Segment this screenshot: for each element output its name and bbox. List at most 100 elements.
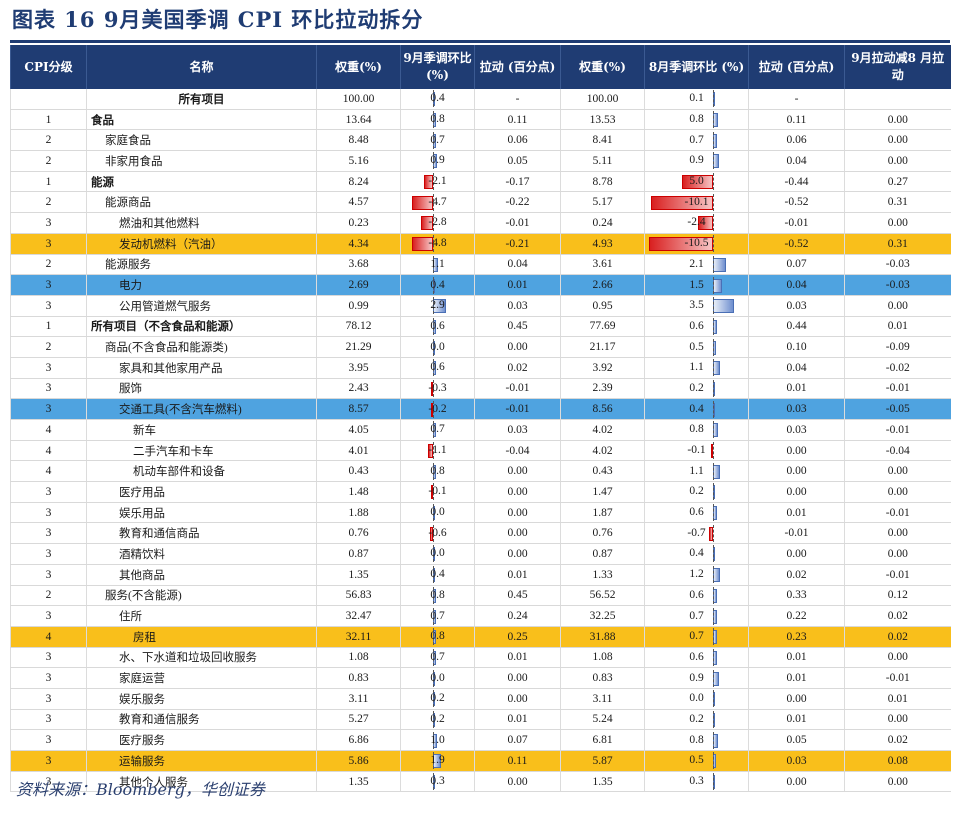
item-name: 医疗用品 <box>86 481 317 503</box>
table-row: 3 发动机燃料（汽油） 4.34 -4.8 -0.21 4.93 -10.5 -0.52 0.3… <box>10 233 951 255</box>
cpi-level: 3 <box>10 750 87 772</box>
mom-bar-cell: -2.4 <box>644 212 749 234</box>
weight-sep: 8.48 <box>316 129 401 152</box>
pull-sep: 0.24 <box>474 605 561 627</box>
mom-bar-cell: 0.7 <box>400 419 475 441</box>
mom-bar-cell: 0.2 <box>644 481 749 503</box>
mom-bar-cell: 0.2 <box>644 709 749 731</box>
pull-sep: 0.00 <box>474 771 561 793</box>
mom-value: 2.9 <box>430 299 445 312</box>
mom-value: 0.4 <box>430 568 445 581</box>
mom-value: 0.9 <box>689 154 704 167</box>
weight-sep: 6.86 <box>316 729 401 751</box>
mom-value: 0.8 <box>689 423 704 436</box>
cpi-level: 3 <box>10 771 87 793</box>
weight-sep: 1.88 <box>316 502 401 524</box>
mom-bar-cell: -0.6 <box>400 522 475 545</box>
zero-line <box>713 255 714 273</box>
table-row: 3 娱乐用品 1.88 0.0 0.00 1.87 0.6 0.01 -0.01 <box>10 502 951 524</box>
cpi-level: 3 <box>10 709 87 731</box>
zero-line <box>713 462 714 480</box>
pull-sep: 0.00 <box>474 502 561 524</box>
mom-value: 0.8 <box>430 630 445 643</box>
weight-aug: 8.41 <box>560 129 645 152</box>
table-row: 3 水、下水道和垃圾回收服务 1.08 0.7 0.01 1.08 0.6 0.01 0.00 <box>10 647 951 669</box>
pull-aug: -0.01 <box>748 522 845 545</box>
weight-sep: 4.57 <box>316 191 401 214</box>
zero-line <box>433 131 434 149</box>
pull-aug: 0.03 <box>748 295 845 317</box>
mom-bar-cell: 0.0 <box>400 502 475 524</box>
pull-aug: - <box>748 89 845 110</box>
weight-aug: 3.92 <box>560 357 645 379</box>
mom-value: 0.3 <box>689 775 704 788</box>
weight-aug: 21.17 <box>560 336 645 358</box>
pull-diff: 0.00 <box>844 212 951 234</box>
pull-diff: 0.00 <box>844 460 951 483</box>
mom-bar-cell: 0.8 <box>400 626 475 648</box>
zero-line <box>713 193 714 211</box>
zero-line <box>433 483 434 501</box>
weight-aug: 100.00 <box>560 89 645 110</box>
pull-aug: 0.04 <box>748 150 845 172</box>
item-name: 其他个人服务 <box>86 771 317 793</box>
zero-line <box>713 586 714 604</box>
mom-value: 0.7 <box>689 630 704 643</box>
pull-diff <box>844 89 951 110</box>
weight-aug: 0.87 <box>560 543 645 565</box>
item-name: 能源服务 <box>86 254 317 276</box>
mom-value: 0.4 <box>689 402 704 415</box>
zero-line <box>713 773 714 791</box>
pull-aug: 0.07 <box>748 254 845 276</box>
cpi-level: 3 <box>10 688 87 710</box>
weight-aug: 8.56 <box>560 398 645 420</box>
mom-bar-cell: -4.8 <box>400 233 475 255</box>
mom-value: 0.6 <box>689 506 704 519</box>
mom-value: 0.0 <box>430 671 445 684</box>
item-name: 水、下水道和垃圾回收服务 <box>86 647 317 669</box>
item-name: 发动机燃料（汽油） <box>86 233 317 255</box>
item-name: 能源商品 <box>86 191 317 214</box>
zero-line <box>433 607 434 625</box>
mom-value: 0.7 <box>430 133 445 146</box>
pull-aug: 0.03 <box>748 419 845 441</box>
mom-bar-cell: 1.1 <box>400 254 475 276</box>
weight-aug: 5.24 <box>560 709 645 731</box>
zero-line <box>433 152 434 170</box>
weight-sep: 56.83 <box>316 585 401 607</box>
mom-bar-cell: 0.4 <box>400 89 475 110</box>
table-row: 3 其他商品 1.35 0.4 0.01 1.33 1.2 0.02 -0.01 <box>10 564 951 586</box>
pull-aug: 0.00 <box>748 688 845 710</box>
weight-aug: 8.78 <box>560 171 645 193</box>
mom-value: 5.0 <box>689 175 704 188</box>
pull-sep: -0.21 <box>474 233 561 255</box>
table-row: 3 燃油和其他燃料 0.23 -2.8 -0.01 0.24 -2.4 -0.01 0.00 <box>10 212 951 234</box>
mom-bar-cell: 1.0 <box>400 729 475 751</box>
header-pull-aug: 拉动 (百分点) <box>748 45 845 89</box>
mom-bar-cell: 1.9 <box>400 750 475 772</box>
cpi-level: 2 <box>10 191 87 214</box>
pull-sep: 0.01 <box>474 564 561 586</box>
mom-value: 0.1 <box>689 92 704 105</box>
weight-sep: 2.43 <box>316 378 401 400</box>
cpi-level: 2 <box>10 150 87 172</box>
weight-aug: 1.35 <box>560 771 645 793</box>
mom-bar-cell: 0.0 <box>400 667 475 689</box>
weight-sep: 0.76 <box>316 522 401 545</box>
mom-bar-cell: 0.8 <box>400 460 475 483</box>
table-row: 3 医疗服务 6.86 1.0 0.07 6.81 0.8 0.05 0.02 <box>10 729 951 751</box>
pull-sep: 0.11 <box>474 109 561 131</box>
pull-diff: 0.00 <box>844 109 951 131</box>
weight-sep: 8.24 <box>316 171 401 193</box>
pull-diff: 0.00 <box>844 647 951 669</box>
pull-aug: 0.01 <box>748 667 845 689</box>
mom-bar-cell: 0.2 <box>644 378 749 400</box>
item-name: 交通工具(不含汽车燃料) <box>86 398 317 420</box>
mom-bar-cell: 0.4 <box>644 398 749 420</box>
weight-sep: 78.12 <box>316 316 401 338</box>
weight-aug: 3.11 <box>560 688 645 710</box>
table-row: 1 能源 8.24 -2.1 -0.17 8.78 5.0 -0.44 0.27 <box>10 171 951 193</box>
zero-line <box>433 317 434 335</box>
pull-diff: 0.00 <box>844 543 951 565</box>
mom-bar-cell: -10.1 <box>644 191 749 214</box>
